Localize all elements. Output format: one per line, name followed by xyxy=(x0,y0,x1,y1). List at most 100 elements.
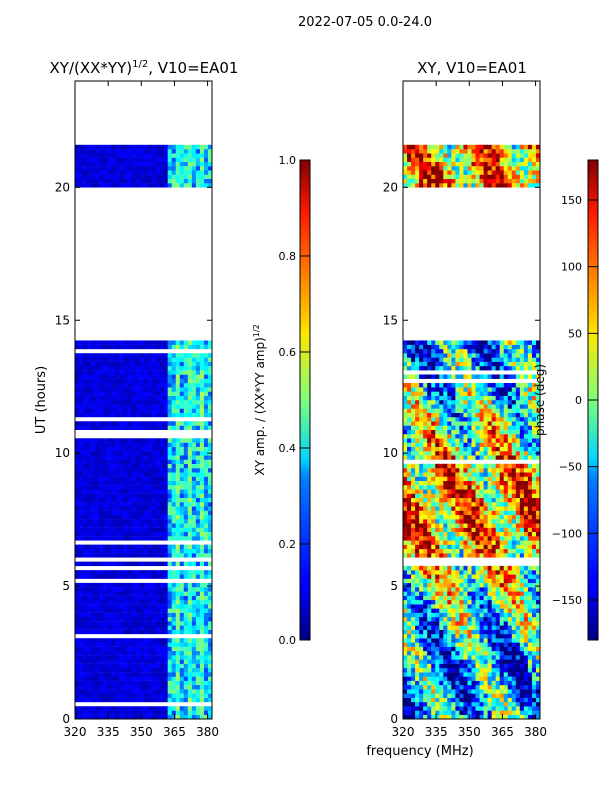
heatmap-cell xyxy=(435,493,440,499)
heatmap-cell xyxy=(471,595,476,601)
heatmap-cell xyxy=(191,489,197,494)
heatmap-cell xyxy=(175,489,181,494)
heatmap-cell xyxy=(171,638,177,643)
heatmap-cell xyxy=(415,672,420,677)
heatmap-cell xyxy=(495,497,501,503)
heatmap-cell xyxy=(183,659,189,664)
heatmap-cell xyxy=(503,604,509,609)
heatmap-cell xyxy=(199,149,205,154)
heatmap-cell xyxy=(403,502,408,507)
heatmap-cell xyxy=(135,485,140,490)
heatmap-cell xyxy=(511,604,517,609)
heatmap-cell xyxy=(467,706,472,711)
heatmap-cell xyxy=(151,689,156,694)
heatmap-cell xyxy=(511,663,517,669)
heatmap-cell xyxy=(467,616,472,622)
heatmap-cell xyxy=(199,361,205,367)
heatmap-cell xyxy=(111,561,116,567)
heatmap-cell xyxy=(207,519,212,524)
heatmap-cell xyxy=(191,472,197,477)
heatmap-cell xyxy=(175,357,181,362)
heatmap-cell xyxy=(151,157,156,163)
heatmap-cell xyxy=(123,425,128,430)
heatmap-cell xyxy=(179,616,185,622)
heatmap-cell xyxy=(91,548,96,554)
heatmap-cell xyxy=(163,689,169,694)
heatmap-cell xyxy=(419,519,424,524)
heatmap-cell xyxy=(455,604,460,609)
heatmap-cell xyxy=(443,650,448,656)
heatmap-cell xyxy=(139,166,144,171)
heatmap-cell xyxy=(407,485,412,490)
heatmap-cell xyxy=(135,684,140,690)
right-heatmap xyxy=(403,144,540,719)
heatmap-cell xyxy=(139,510,144,516)
x-tick-label: 380 xyxy=(196,725,219,739)
heatmap-cell xyxy=(499,519,505,524)
heatmap-cell xyxy=(99,459,104,464)
heatmap-cell xyxy=(95,544,100,550)
heatmap-cell xyxy=(127,357,132,362)
heatmap-cell xyxy=(155,591,161,596)
heatmap-cell xyxy=(75,468,80,473)
heatmap-cell xyxy=(111,489,116,494)
heatmap-cell xyxy=(527,655,533,660)
heatmap-cell xyxy=(163,621,169,626)
heatmap-cell xyxy=(135,480,140,486)
heatmap-cell xyxy=(491,608,497,613)
heatmap-cell xyxy=(463,612,468,618)
heatmap-cell xyxy=(411,468,416,473)
heatmap-cell xyxy=(99,595,104,601)
heatmap-cell xyxy=(79,170,84,175)
heatmap-cell xyxy=(411,531,416,537)
heatmap-cell xyxy=(159,531,165,537)
heatmap-cell xyxy=(411,527,416,533)
heatmap-cell xyxy=(487,514,493,520)
heatmap-cell xyxy=(403,472,408,477)
heatmap-cell xyxy=(75,153,80,158)
heatmap-cell xyxy=(207,395,212,401)
heatmap-cell xyxy=(531,633,537,639)
heatmap-cell xyxy=(107,144,112,150)
heatmap-cell xyxy=(87,497,92,503)
heatmap-cell xyxy=(143,621,148,626)
heatmap-cell xyxy=(83,357,88,362)
heatmap-cell xyxy=(515,570,521,575)
heatmap-cell xyxy=(83,472,88,477)
heatmap-cell xyxy=(455,638,460,643)
heatmap-cell xyxy=(87,144,92,150)
heatmap-cell xyxy=(467,514,472,520)
heatmap-cell xyxy=(151,531,156,537)
heatmap-cell xyxy=(151,166,156,171)
heatmap-cell xyxy=(131,174,136,180)
heatmap-cell xyxy=(143,672,148,677)
heatmap-cell xyxy=(143,395,148,401)
heatmap-cell xyxy=(87,455,92,460)
heatmap-cell xyxy=(471,497,476,503)
heatmap-cell xyxy=(163,667,169,673)
heatmap-cell xyxy=(183,663,189,669)
heatmap-cell xyxy=(147,382,152,388)
heatmap-cell xyxy=(527,599,533,605)
heatmap-cell xyxy=(175,714,181,719)
heatmap-cell xyxy=(95,391,100,396)
heatmap-cell xyxy=(475,574,480,579)
heatmap-cell xyxy=(175,506,181,511)
heatmap-cell xyxy=(171,391,177,396)
heatmap-cell xyxy=(95,157,100,163)
heatmap-cell xyxy=(483,633,489,639)
heatmap-cell xyxy=(419,510,424,516)
heatmap-cell xyxy=(151,353,156,358)
heatmap-cell xyxy=(191,514,197,520)
heatmap-cell xyxy=(195,382,201,388)
heatmap-cell xyxy=(207,621,212,626)
heatmap-cell xyxy=(531,650,537,656)
heatmap-cell xyxy=(531,684,537,690)
heatmap-cell xyxy=(167,455,173,460)
heatmap-cell xyxy=(155,412,161,418)
heatmap-cell xyxy=(171,404,177,409)
heatmap-cell xyxy=(107,166,112,171)
heatmap-cell xyxy=(407,604,412,609)
left-panel-title: XY/(XX*YY)1/2, V10=EA01 xyxy=(50,59,239,77)
heatmap-cell xyxy=(515,710,521,715)
